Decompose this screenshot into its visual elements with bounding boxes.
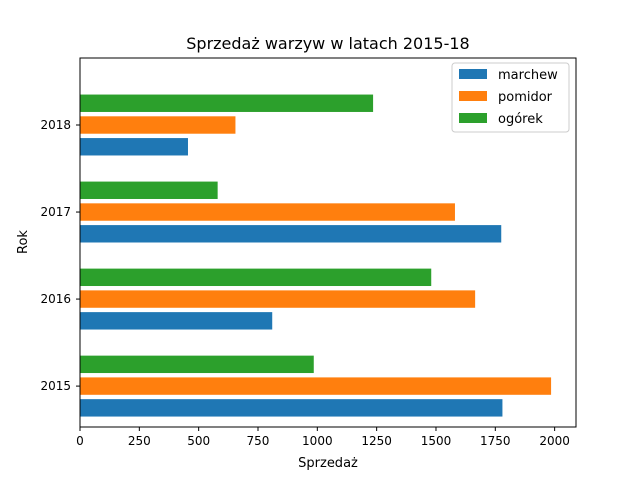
x-tick-label: 500 [187, 434, 210, 448]
bar-pomidor-2016 [80, 290, 476, 308]
legend-swatch-marchew [459, 69, 487, 79]
x-tick-label: 1250 [361, 434, 392, 448]
chart-title: Sprzedaż warzyw w latach 2015-18 [186, 34, 469, 53]
bars-group [80, 94, 552, 417]
x-tick-label: 1000 [302, 434, 333, 448]
x-tick-label: 750 [247, 434, 270, 448]
x-tick-label: 1500 [421, 434, 452, 448]
legend-label-marchew: marchew [498, 68, 558, 83]
bar-marchew-2016 [80, 312, 273, 330]
legend-swatch-ogórek [459, 113, 487, 123]
bar-pomidor-2015 [80, 377, 552, 395]
x-axis-label: Sprzedaż [298, 456, 358, 471]
y-tick-label: 2015 [40, 379, 71, 393]
bar-marchew-2017 [80, 225, 502, 243]
x-tick-label: 250 [128, 434, 151, 448]
plot-frame [79, 57, 577, 428]
bar-ogórek-2018 [80, 94, 374, 112]
y-tick-label: 2016 [40, 292, 71, 306]
bar-pomidor-2017 [80, 203, 455, 221]
legend-label-pomidor: pomidor [498, 90, 553, 105]
x-tick-label: 2000 [539, 434, 570, 448]
x-tick-label: 0 [76, 434, 84, 448]
legend: marchew pomidor ogórek [451, 62, 570, 133]
y-tick-label: 2018 [40, 118, 71, 132]
x-axis-ticks: 0 250 500 750 1000 1250 1500 1750 2000 [76, 427, 570, 448]
y-axis-label: Rok [16, 230, 31, 254]
legend-label-ogórek: ogórek [498, 112, 543, 127]
x-tick-label: 1750 [480, 434, 511, 448]
bar-marchew-2015 [80, 399, 503, 417]
bar-ogórek-2017 [80, 181, 218, 199]
bar-pomidor-2018 [80, 116, 236, 134]
y-tick-label: 2017 [40, 205, 71, 219]
bar-ogórek-2016 [80, 268, 432, 287]
bar-marchew-2018 [80, 138, 188, 156]
legend-swatch-pomidor [459, 91, 487, 101]
bar-ogórek-2015 [80, 355, 314, 374]
y-axis-ticks: 2015 2016 2017 2018 [40, 118, 80, 393]
